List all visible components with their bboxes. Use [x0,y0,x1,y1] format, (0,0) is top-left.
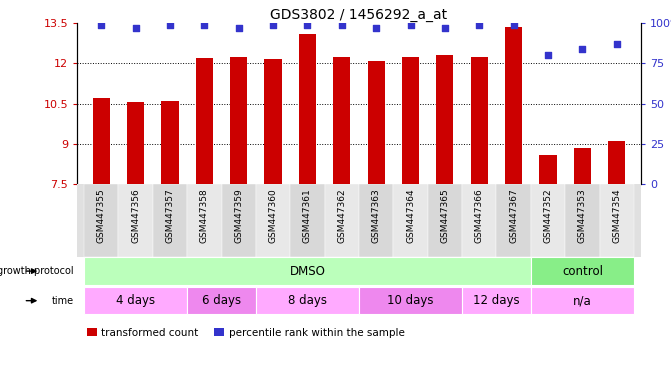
Bar [359,184,393,257]
Point [405,22,416,28]
Point [336,22,347,28]
Text: time: time [52,296,74,306]
Bar [187,287,256,314]
Text: 12 days: 12 days [473,294,520,307]
Bar [84,287,187,314]
Text: GSM447354: GSM447354 [612,188,621,243]
Bar [393,184,427,257]
Point [611,41,622,47]
Bar [531,184,565,257]
Bar [531,287,634,314]
Text: control: control [562,265,603,278]
Point [234,25,244,31]
Point [543,52,554,58]
Bar [608,141,625,184]
Point [130,25,141,31]
Text: 10 days: 10 days [387,294,433,307]
Text: DMSO: DMSO [289,265,325,278]
Bar [84,257,531,285]
Legend: transformed count, percentile rank within the sample: transformed count, percentile rank withi… [83,324,409,342]
Text: GSM447360: GSM447360 [268,188,278,243]
Bar [531,257,634,285]
Bar [291,184,325,257]
Text: growth protocol: growth protocol [0,266,74,276]
Bar [230,56,248,184]
Text: 4 days: 4 days [116,294,155,307]
Bar [256,287,359,314]
Bar [565,184,600,257]
Bar [196,58,213,184]
Point [302,22,313,28]
Bar [436,55,454,184]
Title: GDS3802 / 1456292_a_at: GDS3802 / 1456292_a_at [270,8,448,22]
Text: n/a: n/a [573,294,592,307]
Bar [462,184,497,257]
Text: GSM447364: GSM447364 [406,188,415,243]
Point [164,22,175,28]
Text: GSM447355: GSM447355 [97,188,106,243]
Text: 6 days: 6 days [202,294,241,307]
Bar [470,56,488,184]
Text: GSM447359: GSM447359 [234,188,243,243]
Text: GSM447358: GSM447358 [200,188,209,243]
Text: GSM447353: GSM447353 [578,188,587,243]
Text: GSM447363: GSM447363 [372,188,380,243]
Bar [402,56,419,184]
Bar [333,56,350,184]
Point [268,22,278,28]
Bar [84,184,118,257]
Point [474,22,484,28]
Bar [368,61,384,184]
Bar [93,98,110,184]
Bar [187,184,221,257]
Text: GSM447366: GSM447366 [475,188,484,243]
Bar [221,184,256,257]
Bar [325,184,359,257]
Bar [264,59,282,184]
Bar [427,184,462,257]
Point [508,22,519,28]
Point [96,22,107,28]
Text: GSM447357: GSM447357 [166,188,174,243]
Text: GSM447356: GSM447356 [131,188,140,243]
Text: GSM447362: GSM447362 [338,188,346,243]
Bar [359,287,462,314]
Text: GSM447352: GSM447352 [544,188,552,243]
Bar [497,184,531,257]
Bar [600,184,634,257]
Bar [505,27,522,184]
Bar [462,287,531,314]
Bar [153,184,187,257]
Bar [299,34,316,184]
Text: GSM447367: GSM447367 [509,188,518,243]
Point [577,46,588,52]
Bar [118,184,153,257]
Bar [161,101,178,184]
Bar [539,155,557,184]
Point [440,25,450,31]
Bar [256,184,291,257]
Text: 8 days: 8 days [288,294,327,307]
Text: GSM447365: GSM447365 [440,188,450,243]
Point [199,22,210,28]
Bar [574,148,591,184]
Bar [127,103,144,184]
Point [371,25,382,31]
Text: GSM447361: GSM447361 [303,188,312,243]
